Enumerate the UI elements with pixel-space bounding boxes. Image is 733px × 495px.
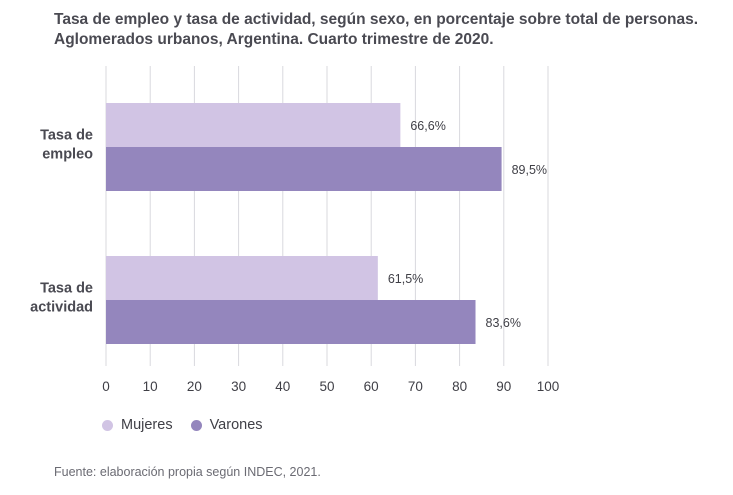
bar-chart: 0 10 20 30 40 50 60 70 80 90 100 66,6% 89,5% Tasa de e… — [30, 66, 560, 394]
legend-swatch-varones — [190, 419, 202, 431]
category-label-0-line-1: empleo — [42, 147, 93, 163]
data-label-varones-1: 83,6% — [486, 316, 521, 330]
x-tick-label-60: 60 — [364, 379, 379, 394]
x-tick-label-80: 80 — [452, 379, 467, 394]
x-tick-label-20: 20 — [187, 379, 202, 394]
category-label-1-line-0: Tasa de — [40, 281, 93, 297]
x-tick-label-70: 70 — [408, 379, 423, 394]
legend-item-mujeres: Mujeres — [102, 417, 173, 433]
chart-title: Tasa de empleo y tasa de actividad, segú… — [54, 10, 724, 50]
data-label-mujeres-0: 66,6% — [410, 119, 445, 133]
chart-title-line-1: Tasa de empleo y tasa de actividad, segú… — [54, 11, 699, 28]
category-label-1-line-1: actividad — [30, 300, 93, 316]
legend: Mujeres Varones — [102, 417, 281, 433]
bar-mujeres-0 — [106, 103, 401, 147]
category-label-0-line-0: Tasa de — [40, 128, 93, 144]
legend-swatch-mujeres — [102, 419, 113, 431]
bar-varones-0 — [106, 147, 502, 191]
legend-label-varones: Varones — [209, 417, 263, 433]
data-label-mujeres-1: 61,5% — [388, 272, 423, 286]
legend-label-mujeres: Mujeres — [121, 417, 173, 433]
x-tick-label-10: 10 — [143, 379, 158, 394]
chart-title-line-2: Aglomerados urbanos, Argentina. Cuarto t… — [54, 31, 494, 48]
data-label-varones-0: 89,5% — [512, 163, 547, 177]
x-tick-label-0: 0 — [102, 379, 110, 394]
x-tick-label-40: 40 — [275, 379, 290, 394]
x-tick-label-30: 30 — [231, 379, 246, 394]
x-tick-label-90: 90 — [496, 379, 511, 394]
bar-mujeres-1 — [106, 256, 378, 300]
legend-item-varones: Varones — [190, 417, 263, 433]
bar-varones-1 — [106, 300, 476, 344]
x-tick-label-50: 50 — [319, 379, 334, 394]
source-note: Fuente: elaboración propia según INDEC, … — [54, 465, 321, 479]
x-tick-label-100: 100 — [537, 379, 560, 394]
